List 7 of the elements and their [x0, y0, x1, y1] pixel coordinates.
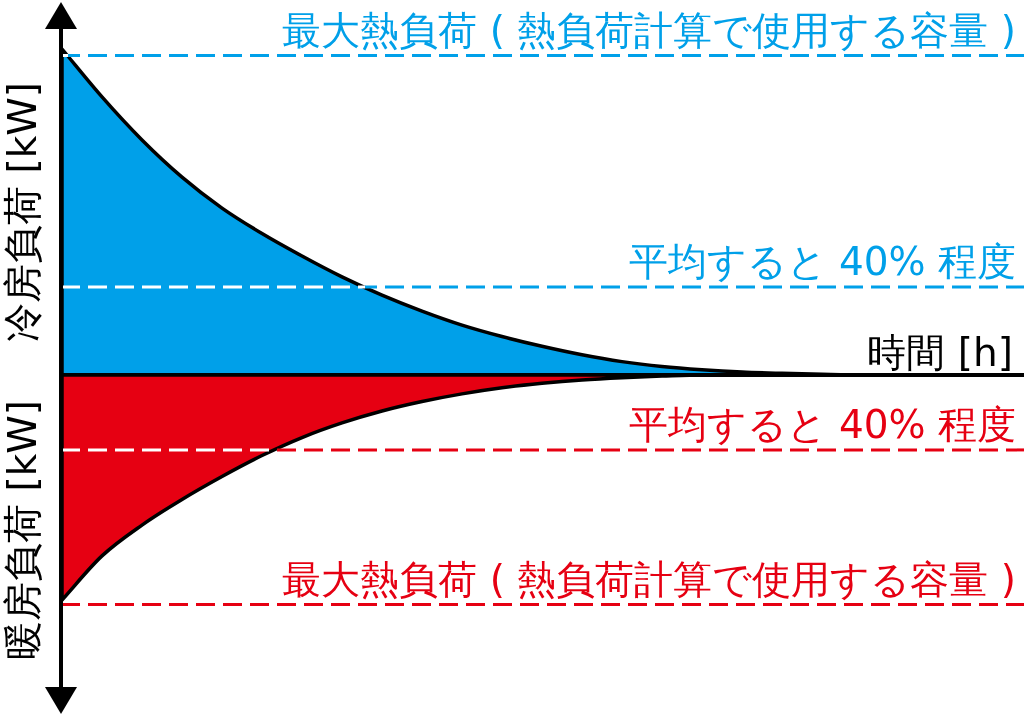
- ref-label: 最大熱負荷 ( 熱負荷計算で使用する容量 ): [282, 7, 1016, 53]
- ref-label: 最大熱負荷 ( 熱負荷計算で使用する容量 ): [282, 556, 1016, 602]
- xlabel: 時間 [h]: [867, 330, 1013, 375]
- ref-label: 平均すると 40% 程度: [628, 401, 1016, 447]
- ylabel: 冷房負荷 [kW]: [0, 82, 45, 342]
- ref-label: 平均すると 40% 程度: [628, 239, 1016, 284]
- ylabel: 暖房負荷 [kW]: [0, 400, 45, 660]
